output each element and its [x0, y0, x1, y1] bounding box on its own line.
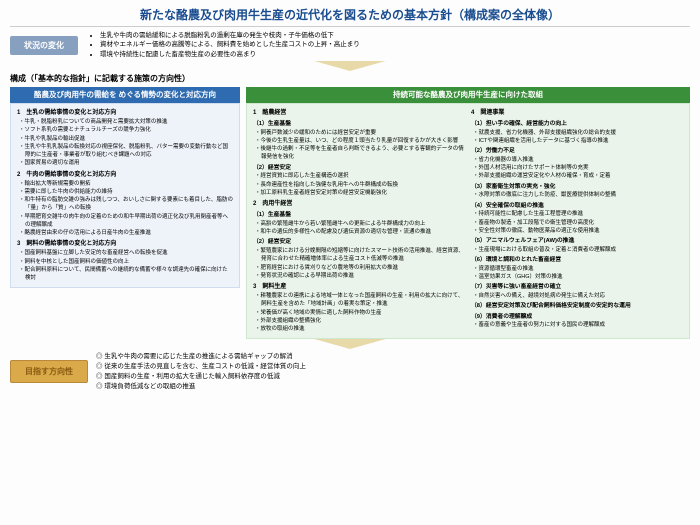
situation-row: 状況の変化 生乳や牛肉の需給緩和による脱脂粉乳の過剰在庫の発生や枝肉・子牛価格の…	[10, 31, 690, 59]
list-item: 生乳や牛乳乳製品の転換対応の視座保化、脱脂粉乳、バター需要の変動行動など国際的に…	[19, 143, 233, 160]
list-item: 国産飼料基盤に立脚した安定的な畜産経営への転換を促進	[19, 249, 233, 257]
arrow-down-icon	[10, 339, 690, 349]
list-item: 後継牛の過剰・不足等を生産者自ら判断できるよう、必要とする客観的データの情報発信…	[255, 145, 465, 162]
sub-heading: （1）生産基盤	[253, 120, 465, 129]
section-heading: 2 牛肉の需給事情の変化と対応方向	[17, 171, 233, 180]
situation-list: 生乳や牛肉の需給緩和による脱脂粉乳の過剰在庫の発生や枝肉・子牛価格の低下 資材や…	[86, 31, 360, 59]
list-item: 省力化機器の導入推進	[473, 156, 683, 164]
list-item: 放牧の取組の推進	[255, 325, 465, 333]
right-header: 持続可能な酪農及び肉用牛生産に向けた取組	[246, 87, 690, 103]
sub-heading: （6）環境と調和のとれた畜産経営	[471, 256, 683, 265]
list-item: 肥育経営における賃刈りなどの農地等の利用拡大の推進	[255, 264, 465, 272]
section-heading: 3 飼料生産	[253, 283, 465, 292]
situation-item: 生乳や牛肉の需給緩和による脱脂粉乳の過剰在庫の発生や枝肉・子牛価格の低下	[100, 31, 360, 40]
list-item: 飼養戸数減少の緩和のためには経営安定が重要	[255, 129, 465, 137]
left-column: 酪農及び肉用牛の需給を めぐる情勢の変化と対応方向 1 生乳の需給事情の変化と対…	[10, 87, 240, 339]
situation-badge: 状況の変化	[10, 36, 78, 55]
list-item: 牛乳・脱脂粉乳についての商品開発と需要拡大対策の推進	[19, 118, 233, 126]
list-item: 牛乳や乳製品の輸出促進	[19, 135, 233, 143]
sub-heading: （8）経営安定対策及び配合飼料価格安定制度の安定的な運用	[471, 302, 683, 311]
sub-heading: （5）アニマルウェルフェア(AW)の推進	[471, 237, 683, 246]
sub-heading: （2）経営安定	[253, 164, 465, 173]
direction-list: 生乳や牛肉の需要に応じた生産の推進による需給ギャップの解消 従来の生産手法の見直…	[96, 352, 306, 391]
list-item: 温室効果ガス（GHG）対策の推進	[473, 273, 683, 281]
list-item: 高齢の繁殖雌牛から若い繁殖雌牛への更新による牛群構成力の向上	[255, 220, 465, 228]
list-item: 水際対策の徹底に注力した防疫、獣医療提供体制の整備	[473, 191, 683, 199]
list-item: ICTや関連組織を活用したデータに基づく指導の推進	[473, 137, 683, 145]
section-heading: 2 肉用牛経営	[253, 200, 465, 209]
list-item: 資源循環型畜産の推進	[473, 265, 683, 273]
sub-heading: （1）担い手の確保、経営能力の向上	[471, 120, 683, 129]
list-item: 生産現場における取組の普及・定着と消費者の理解醸成	[473, 246, 683, 254]
list-item: 外部支援組織の整備強化	[255, 317, 465, 325]
sub-heading: （2）労働力不足	[471, 147, 683, 156]
section-heading: 4 関連事業	[471, 109, 683, 118]
list-item: 飼料を中核とした国産飼料の価値性の向上	[19, 258, 233, 266]
list-item: 国家貿易の適切な運用	[19, 159, 233, 167]
arrow-down-icon	[10, 61, 690, 71]
section-heading: 1 酪農経営	[253, 109, 465, 118]
list-item: 外国人材活用に向けたサポート体制等の充実	[473, 164, 683, 172]
direction-item: 生乳や牛肉の需要に応じた生産の推進による需給ギャップの解消	[96, 352, 306, 362]
list-item: 和牛の遺伝的多様性への配慮及び遺伝資源の適切な管理・流通の推進	[255, 228, 465, 236]
list-item: 持続可能性に配慮した生産工程管理の推進	[473, 210, 683, 218]
list-item: 酪農経営由来の仔の活用による日産牛肉の生産推進	[19, 229, 233, 237]
situation-item: 資材やエネルギー価格の高騰等による、飼料費を始めとした生産コストの上昇・高止まり	[100, 40, 360, 49]
section-heading: 1 生乳の需給事情の変化と対応方向	[17, 109, 233, 118]
situation-item: 環境や持続性に配慮した畜産物生産の必要性の高まり	[100, 50, 360, 59]
sub-heading: （3）家畜衛生対策の実充・強化	[471, 183, 683, 192]
list-item: 長命連産性を指向した強健な乳用牛への牛群構成の転換	[255, 181, 465, 189]
list-item: 配合飼料原料について、民間備蓄への継続的な備蓄や様々な調達先の確保に向けた検討	[19, 266, 233, 283]
list-item: 和牛特有の脂肪交雑の強みは残しつつ、おいしさに関する要素にも着目した、脂肪の「量…	[19, 196, 233, 213]
list-item: 畜産物の製造・加工段階での衛生管理の高度化	[473, 219, 683, 227]
list-item: 畜産の意義や生産者の努力に対する国民の理解醸成	[473, 321, 683, 329]
list-item: 耕種農家との連携による地域一体となった国産飼料の生産・利用の拡大に向けて、飼料生…	[255, 292, 465, 309]
page-title: 新たな酪農及び肉用牛生産の近代化を図るための基本方針（構成案の全体像）	[10, 6, 690, 27]
right-column: 持続可能な酪農及び肉用牛生産に向けた取組 1 酪農経営 （1）生産基盤 飼養戸数…	[246, 87, 690, 339]
list-item: 経営資質に即応した生産構造の選択	[255, 172, 465, 180]
list-item: 加工原料乳生産者経営安定対策の経営安定機能強化	[255, 189, 465, 197]
direction-item: 環境負荷低減などの取組の推進	[96, 382, 306, 392]
list-item: 今後の生乳生産量は、いつ、どの程度１頭当たり乳量が回復するかが大きく影響	[255, 137, 465, 145]
sub-heading: （7）災害等に強い畜産経営の確立	[471, 283, 683, 292]
direction-item: 国産飼料の生産・利用の拡大を通じた輸入飼料依存度の低減	[96, 372, 306, 382]
left-header: 酪農及び肉用牛の需給を めぐる情勢の変化と対応方向	[10, 87, 240, 103]
list-item: 外部支援組織の運営安定化や人材の確保・育成・定着	[473, 172, 683, 180]
list-item: 需要に即した牛肉の供給能力の維持	[19, 188, 233, 196]
sub-heading: （9）消費者の理解醸成	[471, 313, 683, 322]
list-item: ソフト系乳の需要とナチュラルチーズの競争力強化	[19, 126, 233, 134]
sub-heading: （1）生産基盤	[253, 211, 465, 220]
direction-row: 目指す方向性 生乳や牛肉の需要に応じた生産の推進による需給ギャップの解消 従来の…	[10, 352, 690, 391]
list-item: 繁殖農家における分娩間隔の短縮等に向けたスマート技術の活用推進、経営資源、発育に…	[255, 247, 465, 264]
list-item: 輸出拡大等新規需要の開拓	[19, 180, 233, 188]
list-item: 発育状況の確認による早期出荷の推進	[255, 272, 465, 280]
kosei-label: 構成（「基本的な指針」に記載する施策の方向性）	[10, 73, 690, 84]
section-heading: 3 飼料の需給事情の変化と対応方向	[17, 240, 233, 249]
direction-item: 従来の生産手法の見直しを含む、生産コストの低減・経営体質の向上	[96, 362, 306, 372]
list-item: 栄養価が高く地域の実情に適した飼料作物の生産	[255, 309, 465, 317]
list-item: 安全性対策の徹底、動物医薬品の適正な使用推進	[473, 227, 683, 235]
direction-badge: 目指す方向性	[10, 360, 88, 383]
list-item: 就農支援、省力化機器、外部支援組織強化の総合的支援	[473, 129, 683, 137]
sub-heading: （4）安全確保の取組の推進	[471, 202, 683, 211]
sub-heading: （2）経営安定	[253, 238, 465, 247]
list-item: 早期肥育交雑牛の肉牛向の定着のための和牛早期出荷の適正化及び乳用閉産者等への理解…	[19, 213, 233, 230]
list-item: 自然災害への備え、越境対処病の発生に備えた対応	[473, 292, 683, 300]
